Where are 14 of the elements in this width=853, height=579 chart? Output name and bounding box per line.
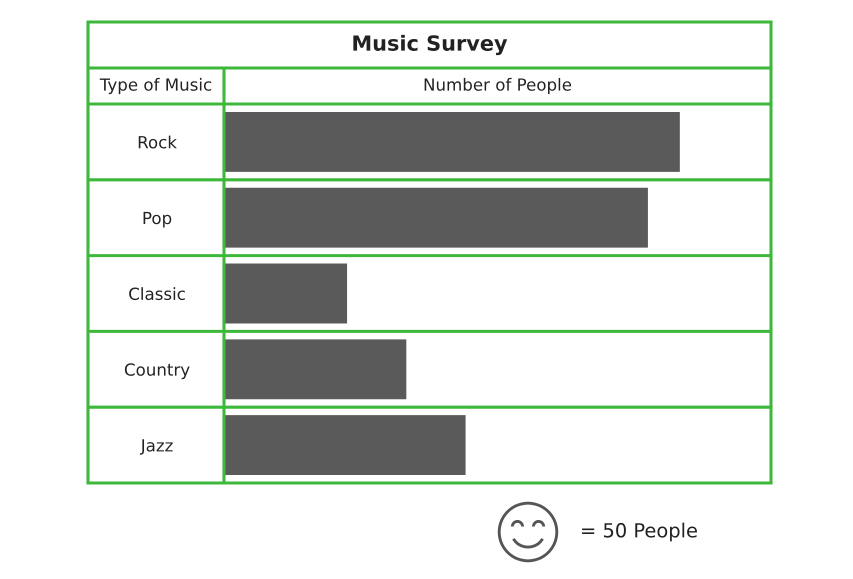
bar xyxy=(224,264,348,324)
x-axis-title: Number of People xyxy=(424,78,572,94)
bar xyxy=(224,188,648,248)
bar xyxy=(224,415,466,476)
chart-title: Music Survey xyxy=(353,34,508,56)
text: = 50 People xyxy=(582,522,697,542)
y-tick-label: Pop xyxy=(144,212,172,228)
y-tick-label: Jazz xyxy=(140,439,173,455)
y-axis-title: Type of Music xyxy=(100,78,212,94)
y-tick-label: Country xyxy=(124,363,190,380)
y-tick-label: Rock xyxy=(138,136,177,148)
y-tick-label: Classic xyxy=(129,287,185,300)
bar xyxy=(224,112,680,172)
bar xyxy=(224,339,406,400)
